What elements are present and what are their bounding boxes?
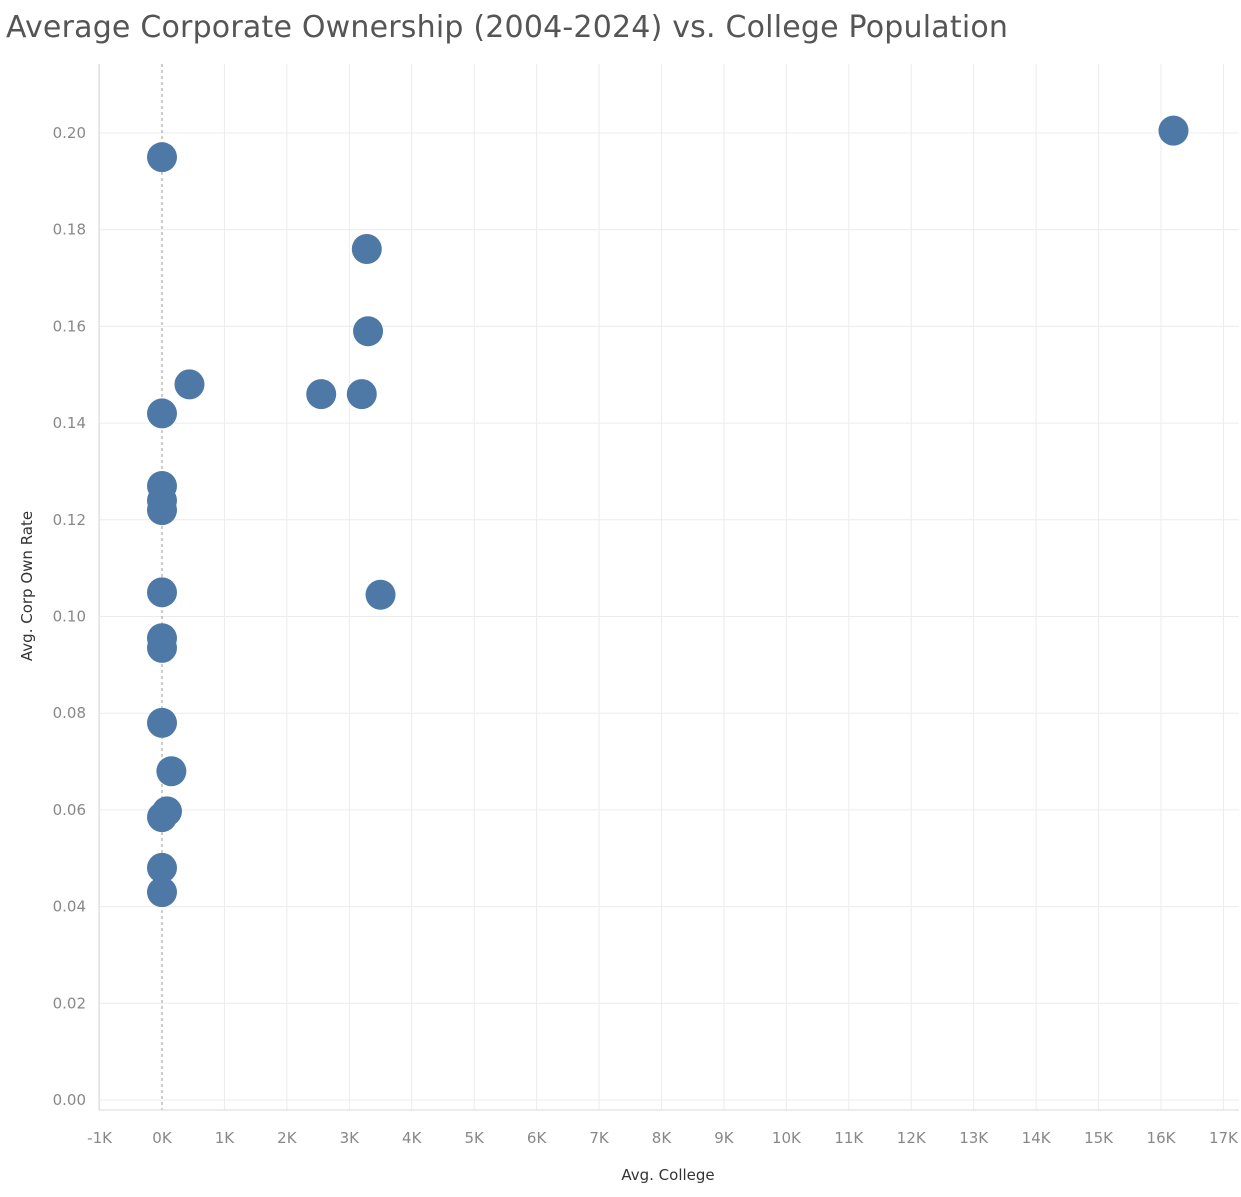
data-point[interactable]: [147, 398, 177, 429]
y-axis-title: Avg. Corp Own Rate: [18, 511, 36, 661]
data-point[interactable]: [1158, 115, 1189, 146]
data-point[interactable]: [147, 802, 177, 833]
y-tick-label: 0.02: [53, 994, 86, 1012]
y-tick-label: 0.18: [53, 221, 86, 239]
x-tick-label: 7K: [589, 1129, 610, 1147]
data-point[interactable]: [156, 756, 187, 787]
y-tick-label: 0.10: [53, 608, 86, 626]
y-tick-label: 0.00: [53, 1091, 86, 1109]
x-tick-label: 5K: [464, 1129, 485, 1147]
y-tick-label: 0.12: [53, 511, 86, 529]
x-tick-label: 15K: [1084, 1129, 1114, 1147]
data-point[interactable]: [147, 877, 177, 908]
data-point[interactable]: [147, 495, 177, 526]
y-tick-label: 0.14: [53, 414, 86, 432]
x-tick-label: 0K: [152, 1129, 173, 1147]
x-tick-label: 12K: [897, 1129, 927, 1147]
y-tick-label: 0.08: [53, 704, 86, 722]
x-tick-label: 9K: [714, 1129, 735, 1147]
x-tick-label: 17K: [1209, 1129, 1239, 1147]
data-point[interactable]: [346, 379, 377, 410]
x-tick-label: -1K: [87, 1129, 113, 1147]
x-axis-title: Avg. College: [621, 1166, 714, 1184]
x-tick-label: 1K: [215, 1129, 236, 1147]
x-tick-label: 10K: [772, 1129, 802, 1147]
points-layer: [147, 115, 1189, 908]
axis-layer: -1K 0K 1K 2K 3K 4K 5K 6K 7K 8K 9K 10K 11K 12K 13K 14K 15…: [53, 64, 1239, 1147]
label-layer: Avg. College Avg. Corp Own Rate: [18, 511, 715, 1184]
data-point[interactable]: [147, 632, 177, 663]
x-tick-label: 6K: [527, 1129, 548, 1147]
chart-title: Average Corporate Ownership (2004-2024) …: [6, 10, 1009, 45]
y-tick-label: 0.06: [53, 801, 86, 819]
y-tick-label: 0.04: [53, 898, 86, 916]
x-tick-label: 4K: [402, 1129, 423, 1147]
y-tick-label: 0.16: [53, 317, 86, 335]
grid-layer: [99, 64, 1239, 1110]
y-tick-label: 0.20: [53, 124, 86, 142]
x-tick-label: 11K: [834, 1129, 864, 1147]
x-tick-label: 3K: [340, 1129, 361, 1147]
x-tick-label: 2K: [277, 1129, 298, 1147]
data-point[interactable]: [306, 379, 337, 410]
x-tick-label: 14K: [1022, 1129, 1052, 1147]
data-point[interactable]: [147, 707, 177, 738]
x-tick-label: 16K: [1147, 1129, 1177, 1147]
x-tick-label: 13K: [959, 1129, 989, 1147]
data-point[interactable]: [351, 234, 382, 265]
data-point[interactable]: [147, 577, 177, 608]
data-point[interactable]: [365, 579, 396, 610]
data-point[interactable]: [147, 142, 177, 173]
x-tick-label: 8K: [652, 1129, 673, 1147]
data-point[interactable]: [353, 316, 384, 347]
data-point[interactable]: [147, 852, 177, 883]
data-point[interactable]: [174, 369, 205, 400]
